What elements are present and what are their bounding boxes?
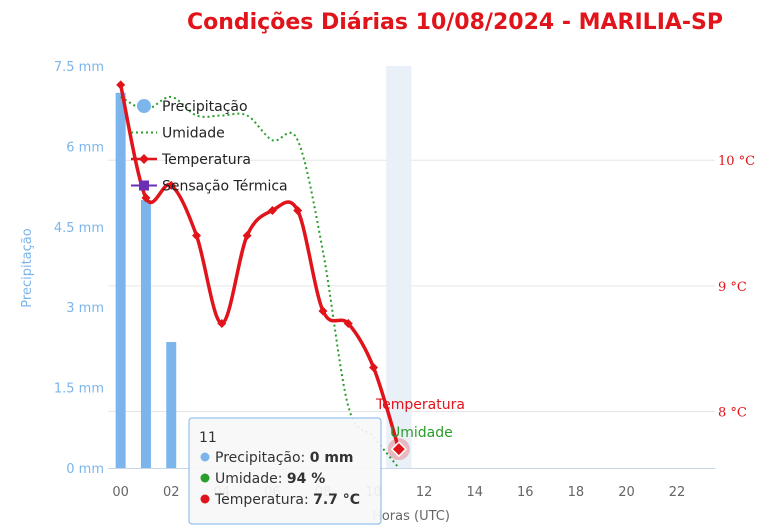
left-tick-label: 7.5 mm [54, 60, 104, 75]
legend-label: Sensação Térmica [162, 179, 288, 195]
temperature-point [293, 205, 303, 215]
right-tick-label: 10 °C [718, 154, 755, 169]
left-tick-label: 1.5 mm [54, 382, 104, 397]
precipitation-bar [115, 92, 126, 469]
temperature-point [242, 231, 252, 241]
x-tick-label: 02 [163, 485, 180, 500]
x-tick-label: 20 [618, 485, 635, 500]
humidity-line [120, 95, 400, 469]
temperature-point [166, 180, 176, 190]
tooltip-box [188, 417, 382, 525]
temperature-point [141, 193, 151, 203]
tooltip-bullet [200, 452, 210, 462]
series-end-label: Temperatura [375, 397, 465, 413]
x-tick-label: 14 [466, 485, 483, 500]
tooltip-row-label: Umidade: [215, 471, 287, 487]
right-tick-label: 8 °C [718, 405, 747, 420]
tooltip-header: 11 [199, 430, 217, 446]
temperature-point [217, 319, 227, 329]
tooltip-bullet [200, 473, 210, 483]
temperature-point [369, 363, 379, 372]
legend-square [139, 180, 149, 191]
legend-label: Precipitação [162, 99, 248, 115]
temperature-point [343, 319, 353, 329]
y-axis-title: Precipitação [20, 228, 35, 307]
series-lines [116, 80, 401, 469]
left-tick-label: 6 mm [66, 140, 104, 155]
temperature-point [116, 80, 126, 90]
right-axis: 8 °C 9 °C 10 °C [718, 154, 755, 420]
left-axis: 0 mm 1.5 mm 3 mm 4.5 mm 6 mm 7.5 mm [54, 60, 104, 477]
tooltip-row: Precipitação: 0 mm [215, 450, 354, 466]
series-end-label: Umidade [390, 425, 453, 441]
legend-label: Umidade [162, 126, 225, 142]
hover-crosshair [386, 66, 412, 468]
x-tick-label: 00 [112, 485, 129, 500]
left-tick-label: 4.5 mm [54, 221, 104, 236]
left-tick-label: 0 mm [66, 462, 104, 477]
tooltip: 11 Precipitação: 0 mm Umidade: 94 % Tempera… [188, 417, 382, 525]
temperature-point [318, 306, 328, 316]
tooltip-bullet [200, 494, 210, 504]
legend-symbol [131, 180, 157, 191]
hover-marker [387, 438, 410, 461]
right-tick-label: 9 °C [718, 280, 747, 295]
legend[interactable]: Precipitação Umidade Temperatura Sensação T… [131, 99, 288, 195]
tooltip-row-value: 94 % [287, 471, 325, 487]
precipitation-bar [140, 200, 151, 468]
tooltip-row-value: 0 mm [310, 450, 354, 466]
legend-label: Temperatura [161, 152, 251, 168]
chart-title: Condições Diárias 10/08/2024 - MARILIA-S… [187, 10, 723, 35]
x-tick-label: 16 [517, 485, 534, 500]
legend-diamond [139, 154, 149, 164]
tooltip-row: Umidade: 94 % [215, 471, 325, 487]
x-tick-label: 22 [669, 485, 686, 500]
legend-circle [137, 99, 151, 113]
x-tick-label: 18 [568, 485, 585, 500]
legend-symbol [137, 99, 151, 113]
precipitation-bar [166, 342, 177, 468]
x-tick-label: 12 [416, 485, 433, 500]
tooltip-row-label: Temperatura: [214, 492, 313, 508]
series-end-labels: Temperatura Umidade [375, 397, 465, 441]
left-tick-label: 3 mm [66, 301, 104, 316]
precipitation-bars [115, 92, 177, 469]
hover-point [390, 441, 407, 458]
x-axis-title: Horas (UTC) [372, 509, 450, 524]
temperature-point [267, 205, 277, 215]
legend-symbol [131, 154, 157, 164]
temperature-point [192, 231, 202, 241]
tooltip-row-label: Precipitação: [215, 450, 310, 466]
tooltip-row-value: 7.7 °C [313, 492, 360, 508]
tooltip-row: Temperatura: 7.7 °C [214, 492, 360, 508]
